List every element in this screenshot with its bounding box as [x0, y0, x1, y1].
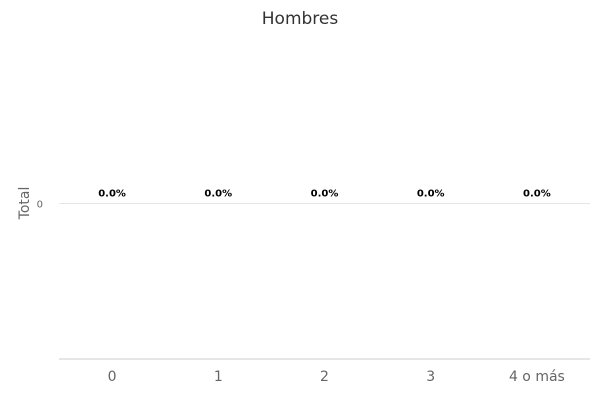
data-label: 0.0% — [417, 189, 445, 200]
data-label: 0.0% — [98, 189, 126, 200]
data-labels: 0.0% 0.0% 0.0% 0.0% 0.0% — [98, 189, 551, 200]
y-axis-label: Total — [17, 187, 33, 221]
x-tick-label: 1 — [214, 369, 223, 385]
data-label: 0.0% — [204, 189, 232, 200]
x-tick-label: 2 — [320, 369, 329, 385]
x-tick-label: 3 — [426, 369, 435, 385]
data-label: 0.0% — [311, 189, 339, 200]
chart-title: Hombres — [262, 9, 339, 29]
x-tick-label: 4 o más — [509, 369, 565, 385]
y-axis-ticks: 0 — [37, 200, 43, 211]
x-axis-ticks: 0 1 2 3 4 o más — [108, 369, 565, 385]
y-tick-label: 0 — [37, 200, 43, 211]
data-label: 0.0% — [523, 189, 551, 200]
x-tick-label: 0 — [108, 369, 117, 385]
